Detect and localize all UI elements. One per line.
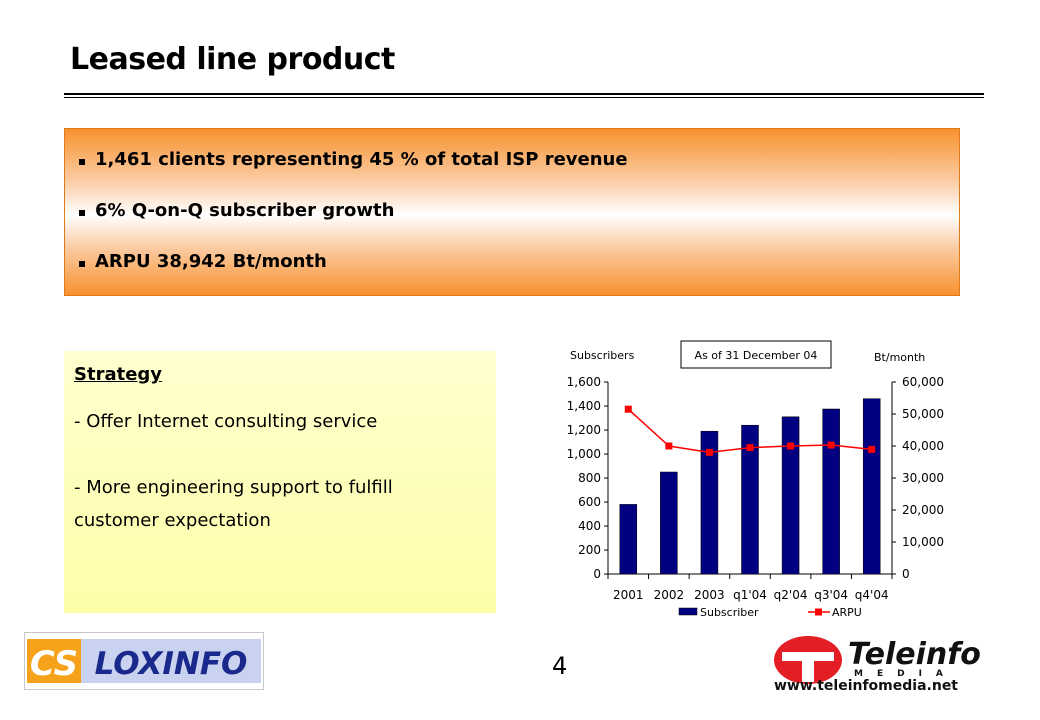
legend-arpu-label: ARPU — [832, 606, 862, 619]
legend-arpu-marker — [815, 608, 822, 616]
right-tick-label: 10,000 — [902, 535, 944, 549]
x-tick-label: 2002 — [654, 588, 685, 602]
highlight-text: ARPU 38,942 Bt/month — [95, 251, 327, 272]
right-tick-label: 30,000 — [902, 471, 944, 485]
left-tick-label: 200 — [578, 543, 601, 557]
arpu-point — [624, 405, 632, 413]
strategy-line: - More engineering support to fulfill — [74, 477, 393, 498]
square-bullet-icon — [79, 260, 85, 267]
svg-text:Teleinfo: Teleinfo — [848, 637, 981, 672]
strategy-heading: Strategy — [74, 364, 163, 385]
page-number: 4 — [552, 652, 568, 680]
subscriber-arpu-chart: Subscribers Bt/month As of 31 December 04 0… — [567, 340, 944, 619]
highlight-item: 1,461 clients representing 45 % of total… — [79, 149, 628, 170]
highlight-item: 6% Q-on-Q subscriber growth — [79, 200, 394, 221]
x-tick-label: q1'04 — [733, 588, 767, 602]
csloxinfo-logo: CS LOXINFO — [24, 632, 264, 690]
right-tick-label: 40,000 — [902, 439, 944, 453]
legend-subscriber-label: Subscriber — [700, 606, 759, 619]
subscriber-bar — [741, 424, 759, 575]
x-tick-label: 2003 — [694, 588, 725, 602]
x-tick-label: q4'04 — [855, 588, 889, 602]
arpu-point — [665, 442, 673, 450]
subscriber-bar — [619, 504, 638, 575]
svg-text:LOXINFO: LOXINFO — [95, 646, 248, 682]
right-tick-label: 50,000 — [902, 407, 944, 421]
left-axis-label: Subscribers — [570, 349, 635, 362]
square-bullet-icon — [79, 158, 85, 165]
left-tick-label: 1,000 — [567, 447, 601, 461]
arpu-point — [868, 445, 876, 453]
title-rule — [64, 93, 984, 95]
x-tick-label: q2'04 — [774, 588, 808, 602]
arpu-point — [787, 442, 795, 450]
left-tick-label: 600 — [578, 495, 601, 509]
left-tick-label: 0 — [593, 567, 601, 581]
subscriber-bar — [781, 416, 800, 575]
subscriber-bar — [822, 408, 840, 575]
right-tick-label: 20,000 — [902, 503, 944, 517]
svg-text:www.teleinfomedia.net: www.teleinfomedia.net — [774, 678, 958, 694]
highlight-text: 6% Q-on-Q subscriber growth — [95, 200, 395, 221]
left-tick-label: 800 — [578, 471, 601, 485]
x-tick-label: 2001 — [613, 588, 644, 602]
subscriber-bar — [862, 398, 881, 575]
x-tick-label: q3'04 — [814, 588, 848, 602]
highlight-text: 1,461 clients representing 45 % of total… — [95, 149, 628, 170]
square-bullet-icon — [79, 209, 85, 216]
page-title: Leased line product — [70, 42, 395, 77]
svg-text:CS: CS — [30, 644, 78, 684]
title-rule-thin — [64, 97, 984, 98]
teleinfo-media-logo: Teleinfo MEDIA www.teleinfomedia.net — [772, 632, 1004, 694]
subscriber-bar — [660, 471, 678, 575]
svg-text:MEDIA: MEDIA — [854, 669, 957, 679]
arpu-point — [746, 444, 754, 452]
strategy-line: - Offer Internet consulting service — [74, 411, 378, 432]
left-tick-label: 400 — [578, 519, 601, 533]
left-tick-label: 1,400 — [567, 399, 601, 413]
subscriber-bar — [700, 430, 719, 575]
highlights-banner: 1,461 clients representing 45 % of total… — [64, 128, 960, 296]
right-axis-label: Bt/month — [874, 351, 925, 364]
highlight-item: ARPU 38,942 Bt/month — [79, 251, 327, 272]
right-tick-label: 0 — [902, 567, 910, 581]
left-tick-label: 1,600 — [567, 375, 601, 389]
strategy-line: customer expectation — [74, 510, 271, 531]
annotation-text: As of 31 December 04 — [695, 349, 818, 362]
legend-subscriber-swatch — [678, 607, 698, 616]
annotation-box — [680, 340, 832, 369]
right-tick-label: 60,000 — [902, 375, 944, 389]
strategy-box: Strategy - Offer Internet consulting ser… — [64, 351, 496, 613]
left-tick-label: 1,200 — [567, 423, 601, 437]
arpu-point — [705, 448, 713, 456]
arpu-point — [827, 441, 835, 449]
